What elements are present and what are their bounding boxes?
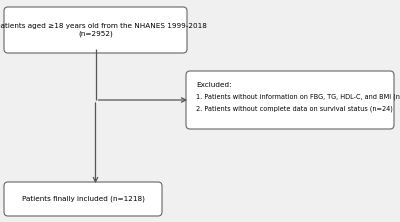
Text: Excluded:: Excluded: (196, 82, 232, 88)
Text: 1. Patients without information on FBG, TG, HDL-C, and BMI (n=1710): 1. Patients without information on FBG, … (196, 94, 400, 100)
FancyBboxPatch shape (4, 182, 162, 216)
FancyBboxPatch shape (186, 71, 394, 129)
Text: RA patients aged ≥18 years old from the NHANES 1999-2018
(n=2952): RA patients aged ≥18 years old from the … (0, 23, 207, 37)
Text: Patients finally included (n=1218): Patients finally included (n=1218) (22, 196, 144, 202)
Text: 2. Patients without complete data on survival status (n=24): 2. Patients without complete data on sur… (196, 106, 393, 112)
FancyBboxPatch shape (4, 7, 187, 53)
